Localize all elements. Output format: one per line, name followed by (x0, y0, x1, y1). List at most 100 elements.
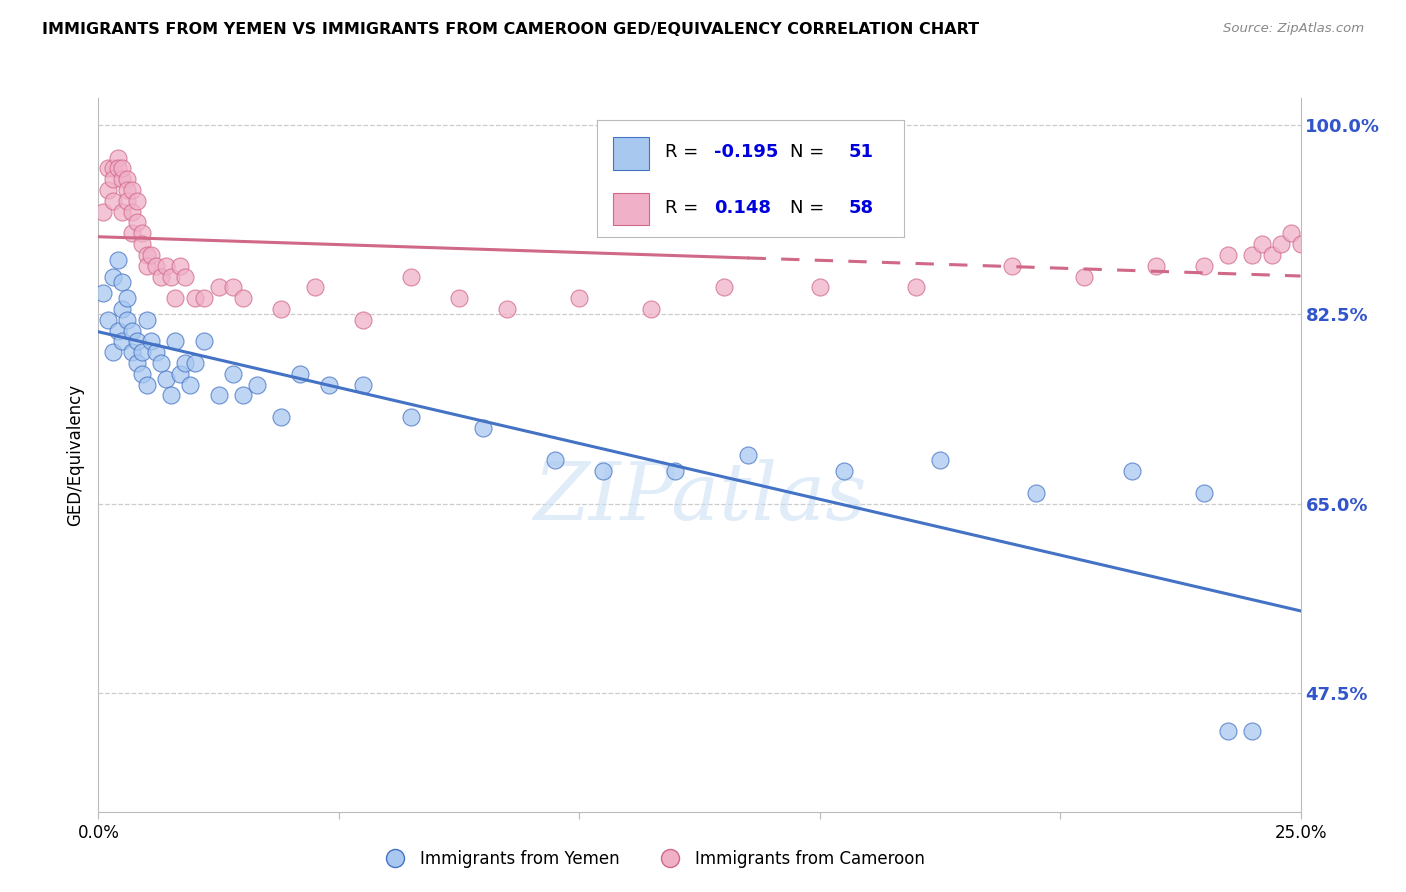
Point (131, 367, 153, 381)
Point (131, 227, 153, 241)
Point (121, 183, 143, 197)
Point (1218, 723, 1240, 738)
Point (399, 410, 422, 425)
Point (592, 464, 614, 478)
Point (640, 301, 662, 316)
Point (145, 345, 167, 359)
Point (472, 421, 495, 435)
Point (208, 280, 231, 294)
Point (165, 291, 187, 305)
Point (222, 367, 245, 381)
Point (111, 161, 134, 176)
Text: ZIPatlas: ZIPatlas (533, 459, 866, 536)
Point (174, 269, 197, 284)
Point (91, 204, 114, 219)
Point (568, 291, 591, 305)
Point (1025, 485, 1047, 500)
Text: Source: ZipAtlas.com: Source: ZipAtlas.com (1223, 22, 1364, 36)
Point (1260, 248, 1282, 262)
Point (107, 324, 129, 338)
Point (1001, 259, 1024, 273)
Point (141, 334, 163, 349)
Point (169, 367, 191, 381)
Point (145, 259, 167, 273)
Point (664, 464, 686, 478)
Point (1270, 237, 1292, 252)
Point (1121, 464, 1143, 478)
Point (111, 301, 134, 316)
Point (183, 356, 205, 370)
Point (1241, 248, 1264, 262)
Point (149, 356, 172, 370)
Point (304, 280, 326, 294)
Point (904, 280, 927, 294)
Point (544, 453, 567, 467)
Point (125, 215, 148, 229)
Point (713, 280, 735, 294)
Point (107, 253, 129, 268)
Point (121, 227, 143, 241)
Point (232, 388, 254, 402)
Point (135, 377, 157, 392)
Point (174, 356, 197, 370)
Point (193, 334, 215, 349)
Point (1194, 485, 1216, 500)
Point (399, 269, 422, 284)
Point (290, 367, 312, 381)
Point (1241, 723, 1264, 738)
Legend: Immigrants from Yemen, Immigrants from Cameroon: Immigrants from Yemen, Immigrants from C… (371, 844, 931, 875)
Point (125, 356, 148, 370)
Point (101, 172, 124, 186)
Point (159, 269, 181, 284)
Point (117, 194, 139, 208)
Point (121, 324, 143, 338)
Point (107, 151, 129, 165)
Point (101, 345, 124, 359)
Point (97, 312, 120, 326)
Point (832, 464, 855, 478)
Point (169, 259, 191, 273)
Point (155, 372, 177, 386)
Point (101, 194, 124, 208)
Point (270, 301, 292, 316)
Point (121, 204, 143, 219)
Point (179, 377, 201, 392)
Point (107, 161, 129, 176)
Point (232, 291, 254, 305)
Point (496, 301, 519, 316)
Point (125, 334, 148, 349)
Point (183, 291, 205, 305)
Y-axis label: GED/Equivalency: GED/Equivalency (66, 384, 84, 526)
Point (1144, 259, 1167, 273)
Point (447, 291, 470, 305)
Point (193, 291, 215, 305)
Point (737, 448, 759, 462)
Point (1251, 237, 1274, 252)
Point (808, 280, 831, 294)
Point (135, 312, 157, 326)
Point (97, 183, 120, 197)
Point (101, 161, 124, 176)
Point (318, 377, 340, 392)
Point (155, 259, 177, 273)
Point (131, 345, 153, 359)
Point (1289, 237, 1312, 252)
Text: IMMIGRANTS FROM YEMEN VS IMMIGRANTS FROM CAMEROON GED/EQUIVALENCY CORRELATION CH: IMMIGRANTS FROM YEMEN VS IMMIGRANTS FROM… (42, 22, 980, 37)
Point (208, 388, 231, 402)
Point (222, 280, 245, 294)
Point (97, 161, 120, 176)
Point (111, 334, 134, 349)
Point (111, 275, 134, 289)
Point (111, 172, 134, 186)
Point (149, 269, 172, 284)
Point (1218, 248, 1240, 262)
Point (352, 312, 374, 326)
Point (246, 377, 269, 392)
Point (131, 237, 153, 252)
Point (352, 377, 374, 392)
Point (270, 410, 292, 425)
Point (165, 334, 187, 349)
Point (91, 285, 114, 300)
Point (125, 194, 148, 208)
Point (1073, 269, 1095, 284)
